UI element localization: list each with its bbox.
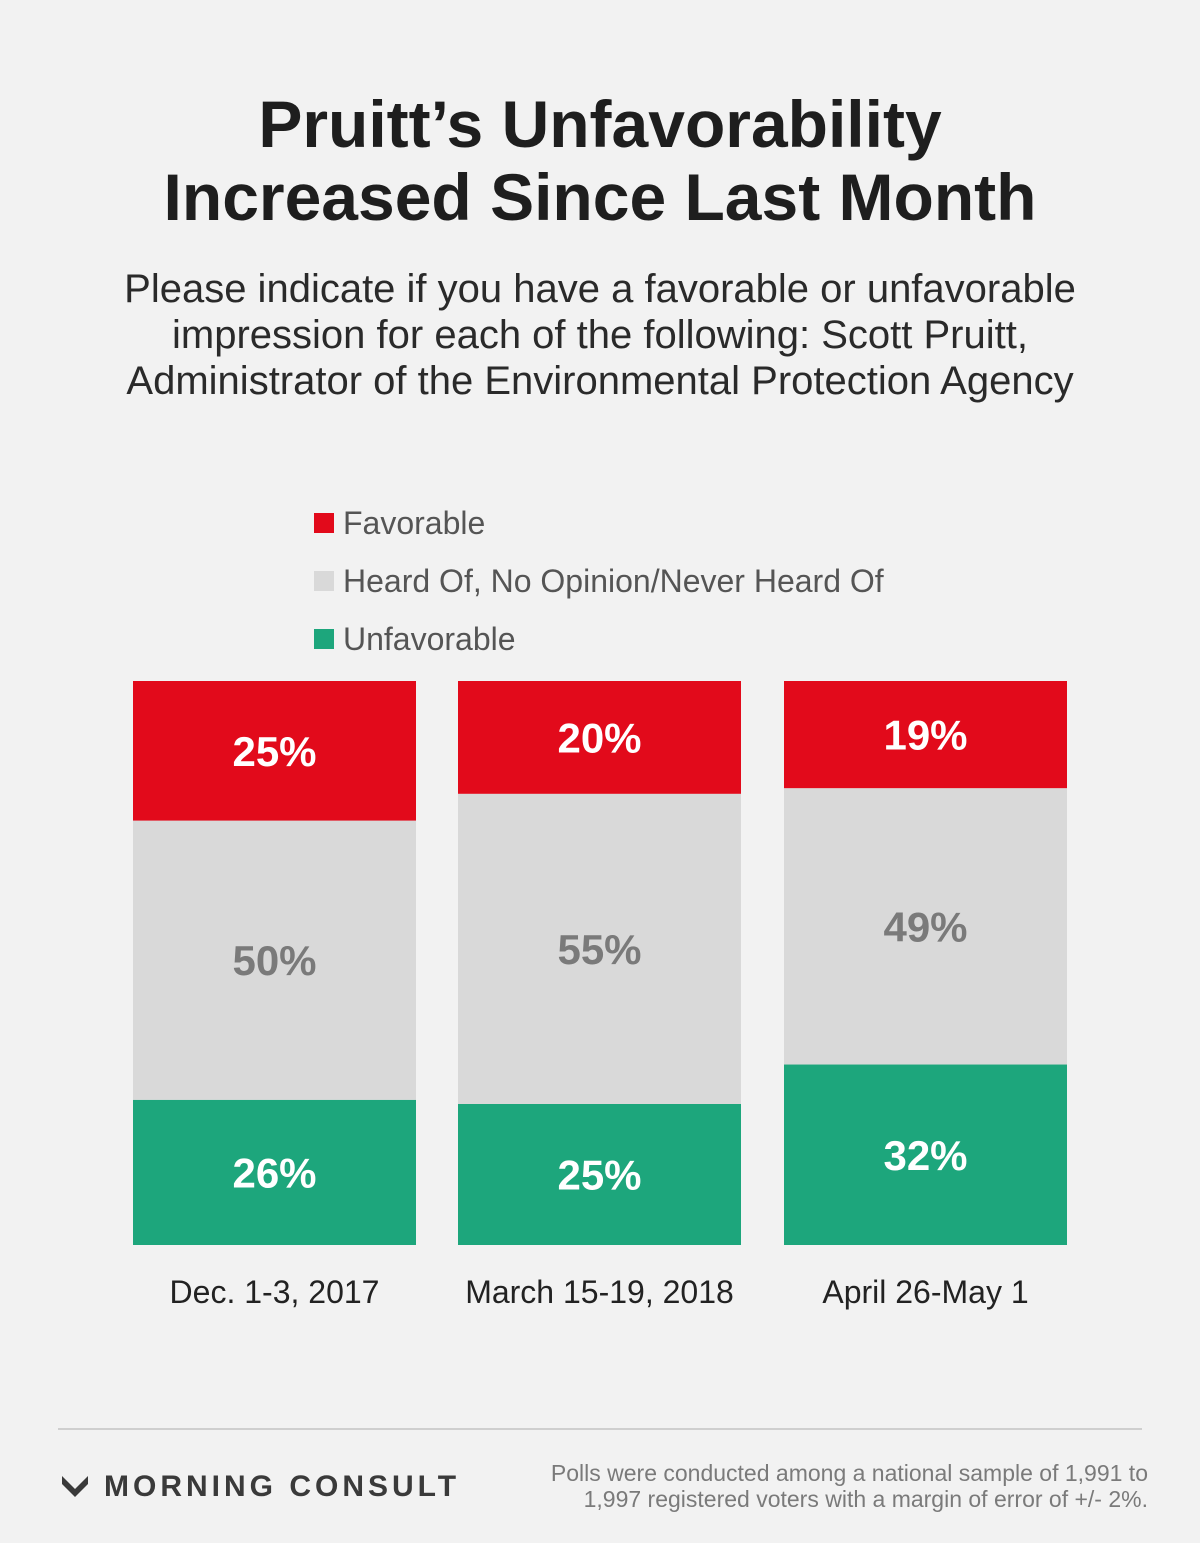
legend-item-unfavorable: Unfavorable [314,610,884,668]
morning-consult-logo-icon [62,1476,88,1497]
legend-label-unfavorable: Unfavorable [343,620,516,657]
legend-swatch-no-opinion [314,571,334,591]
bar-segment-favorable-2 [458,681,741,794]
chart-legend: Favorable Heard Of, No Opinion/Never Hea… [314,494,884,668]
data-label-heard-of-no-opinion-never-heard-of-2: 55% [557,926,641,973]
chart-subtitle-line-3: Administrator of the Environmental Prote… [126,359,1074,403]
brand: MORNING CONSULT [60,1470,460,1504]
chart-title-line-2: Increased Since Last Month [163,160,1037,234]
brand-name: MORNING CONSULT [104,1470,461,1503]
footer-divider [58,1428,1142,1430]
bar-segment-unfavorable-3 [784,1064,1067,1245]
legend-swatch-favorable [314,513,334,533]
data-label-unfavorable-2: 25% [557,1152,641,1199]
category-label-3: April 26-May 1 [822,1274,1028,1310]
footnote: Polls were conducted among a national sa… [508,1460,1148,1512]
data-label-heard-of-no-opinion-never-heard-of-3: 49% [883,903,967,950]
category-label-1: Dec. 1-3, 2017 [170,1274,380,1310]
data-label-unfavorable-3: 32% [883,1132,967,1179]
bar-segment-heard-of-no-opinion-never-heard-of-2 [458,793,741,1104]
chart-subtitle-line-2: impression for each of the following: Sc… [172,313,1028,357]
footnote-line-2: 1,997 registered voters with a margin of… [583,1486,1148,1512]
bar-segment-heard-of-no-opinion-never-heard-of-3 [784,788,1067,1065]
data-label-unfavorable-1: 26% [232,1149,316,1196]
category-label-2: March 15-19, 2018 [465,1274,734,1310]
legend-item-no-opinion: Heard Of, No Opinion/Never Heard Of [314,552,884,610]
chart-subtitle-line-1: Please indicate if you have a favorable … [124,267,1076,311]
bar-segment-favorable-3 [784,681,1067,789]
chart-title: Pruitt’s Unfavorability Increased Since … [0,88,1200,234]
chart-subtitle: Please indicate if you have a favorable … [40,266,1160,404]
data-label-favorable-1: 25% [232,728,316,775]
data-label-favorable-3: 19% [883,712,967,759]
footnote-line-1: Polls were conducted among a national sa… [550,1460,1148,1486]
data-label-heard-of-no-opinion-never-heard-of-1: 50% [232,937,316,984]
legend-item-favorable: Favorable [314,494,884,552]
chart-title-line-1: Pruitt’s Unfavorability [258,87,942,161]
legend-swatch-unfavorable [314,629,334,649]
bar-segment-unfavorable-2 [458,1104,741,1245]
data-label-favorable-2: 20% [557,714,641,761]
legend-label-no-opinion: Heard Of, No Opinion/Never Heard Of [343,562,884,599]
bar-segment-heard-of-no-opinion-never-heard-of-1 [133,820,416,1100]
bar-segment-favorable-1 [133,681,416,821]
legend-label-favorable: Favorable [343,504,486,541]
bar-segment-unfavorable-1 [133,1099,416,1245]
